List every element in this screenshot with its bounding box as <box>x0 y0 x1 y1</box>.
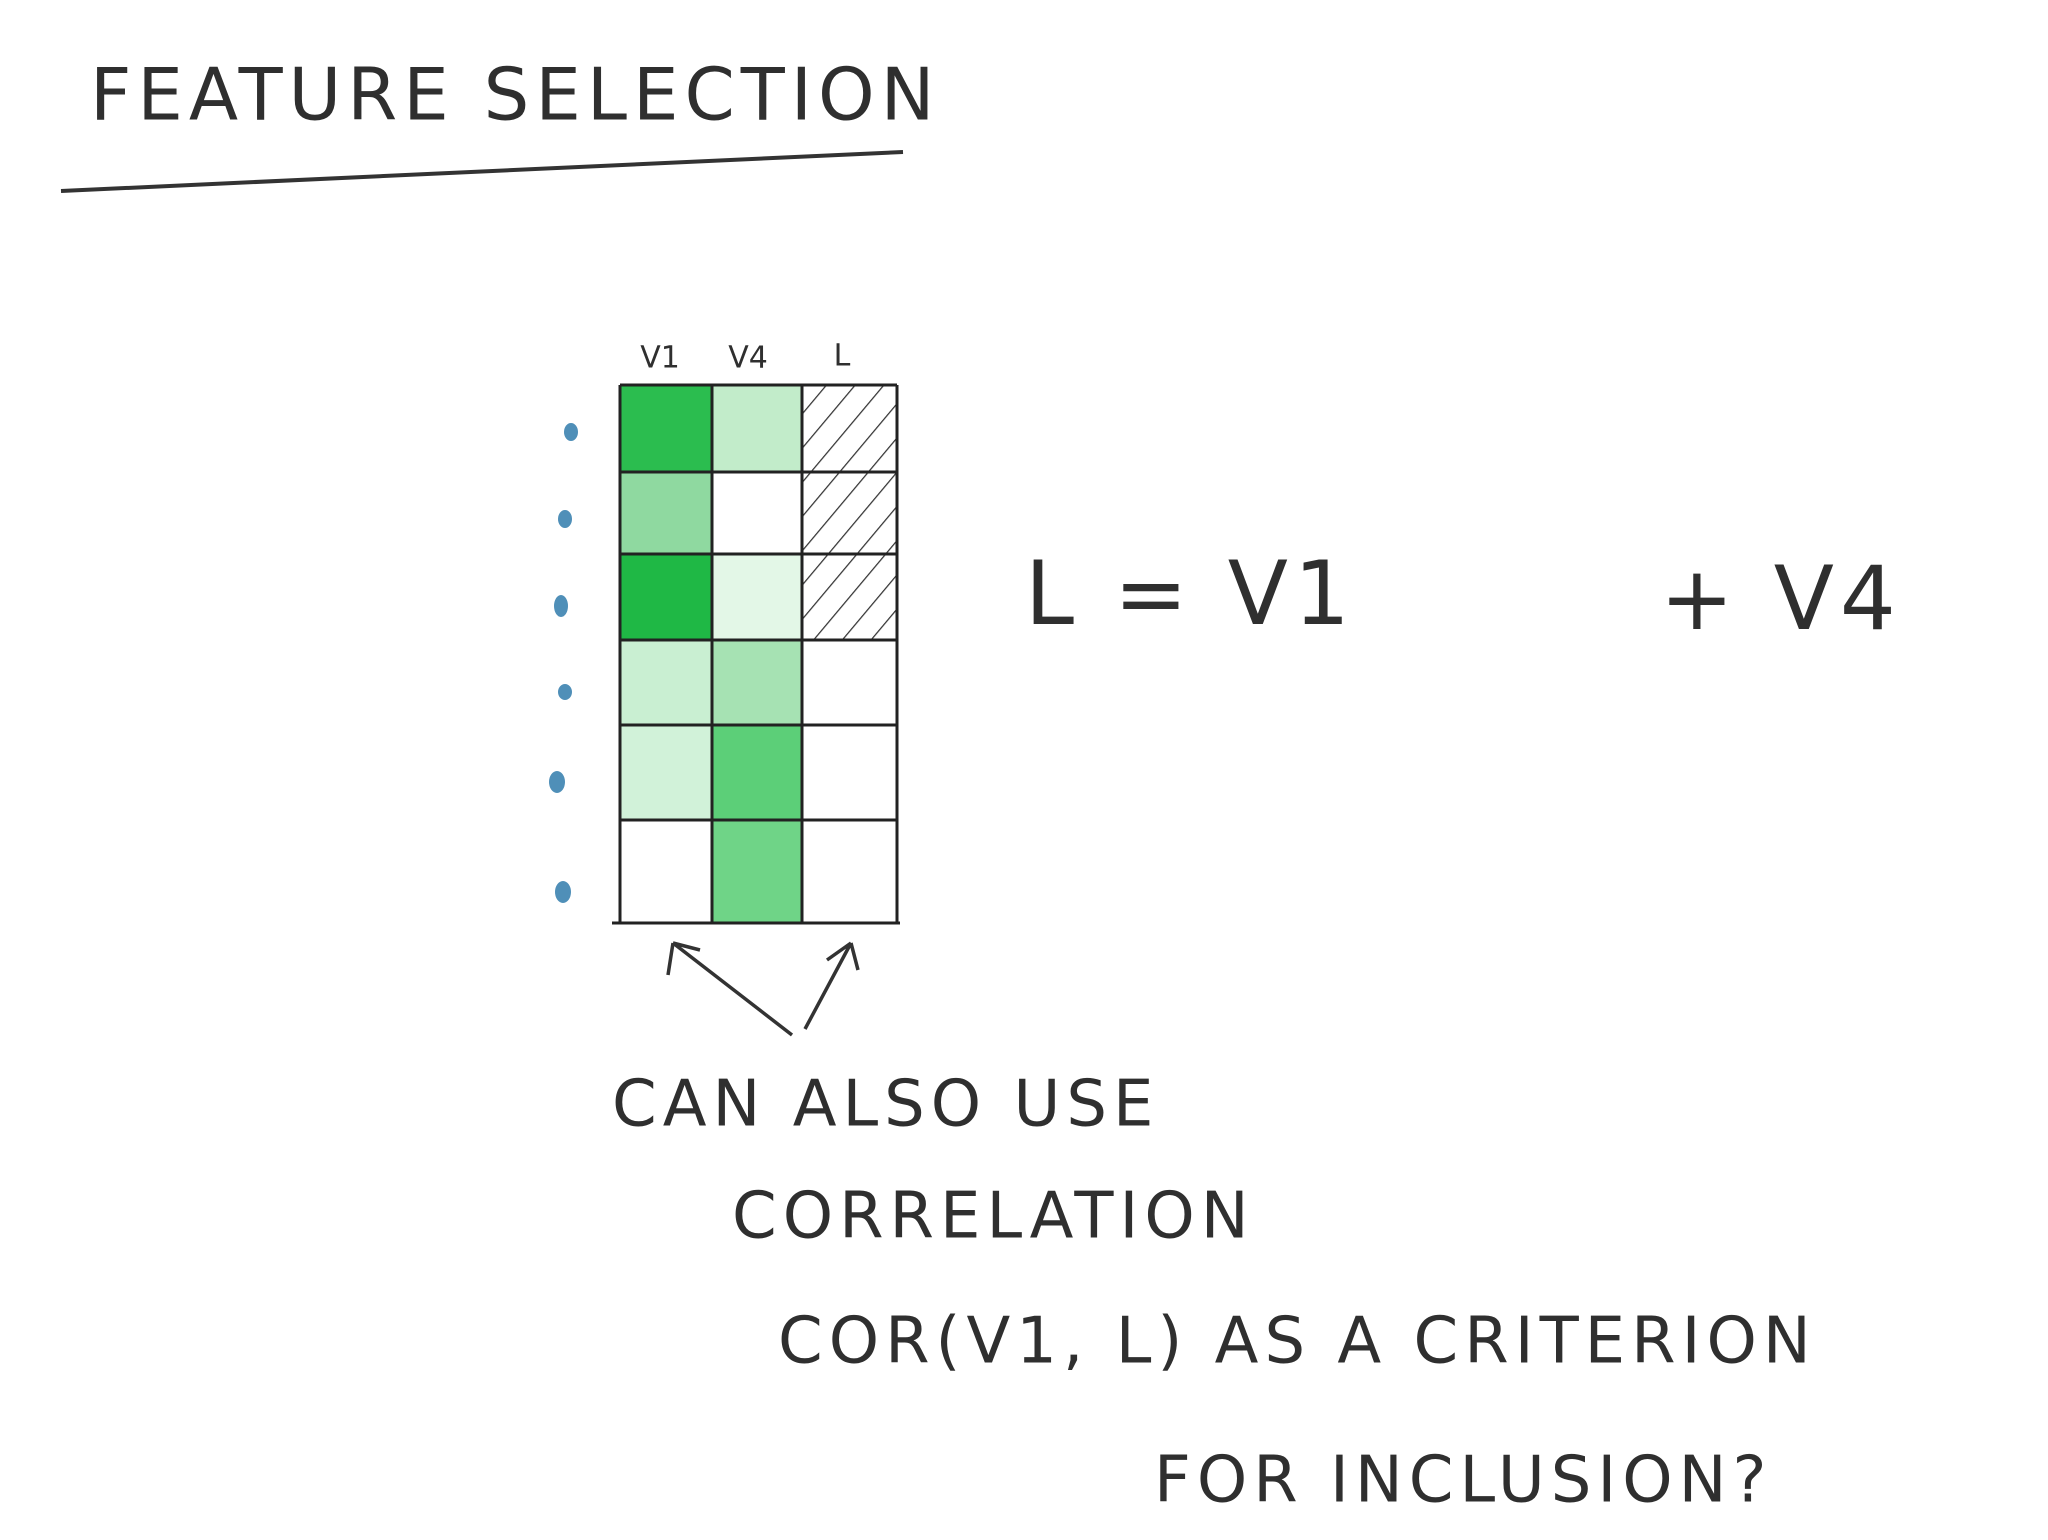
cell <box>712 640 802 725</box>
row-marker <box>555 881 571 903</box>
equation-right: + V4 <box>1660 547 1902 650</box>
note-line: CAN ALSO USE <box>612 1068 1159 1142</box>
cell <box>712 820 802 923</box>
table-grid <box>612 383 900 925</box>
cell <box>712 725 802 820</box>
title-underline <box>60 150 904 193</box>
note-line: CORRELATION <box>732 1180 1255 1254</box>
column-header: L <box>834 339 851 374</box>
hatched-cells <box>802 385 897 640</box>
cell <box>712 554 802 640</box>
row-marker <box>549 771 565 793</box>
cell <box>620 554 712 640</box>
arrow <box>666 941 794 1037</box>
note-line: FOR INCLUSION? <box>1154 1444 1772 1518</box>
note-line: COR(V1, L) AS A CRITERION <box>778 1305 1817 1379</box>
arrows <box>666 941 860 1037</box>
row-marker <box>554 595 568 617</box>
column-header: V1 <box>640 341 680 376</box>
row-markers <box>549 423 578 903</box>
cells <box>620 385 897 923</box>
row-marker <box>564 423 578 441</box>
equation-left: L = V1 <box>1025 542 1356 645</box>
column-header: V4 <box>728 341 768 376</box>
arrow <box>803 941 860 1030</box>
cell <box>620 725 712 820</box>
cell <box>620 640 712 725</box>
cell <box>620 385 712 472</box>
row-marker <box>558 684 572 700</box>
title: FEATURE SELECTION <box>90 53 940 137</box>
cell <box>712 385 802 472</box>
note: CAN ALSO USE CORRELATION COR(V1, L) AS A… <box>612 1068 1817 1518</box>
cell <box>620 472 712 554</box>
row-marker <box>558 510 572 528</box>
column-headers: V1 V4 L <box>640 339 850 376</box>
